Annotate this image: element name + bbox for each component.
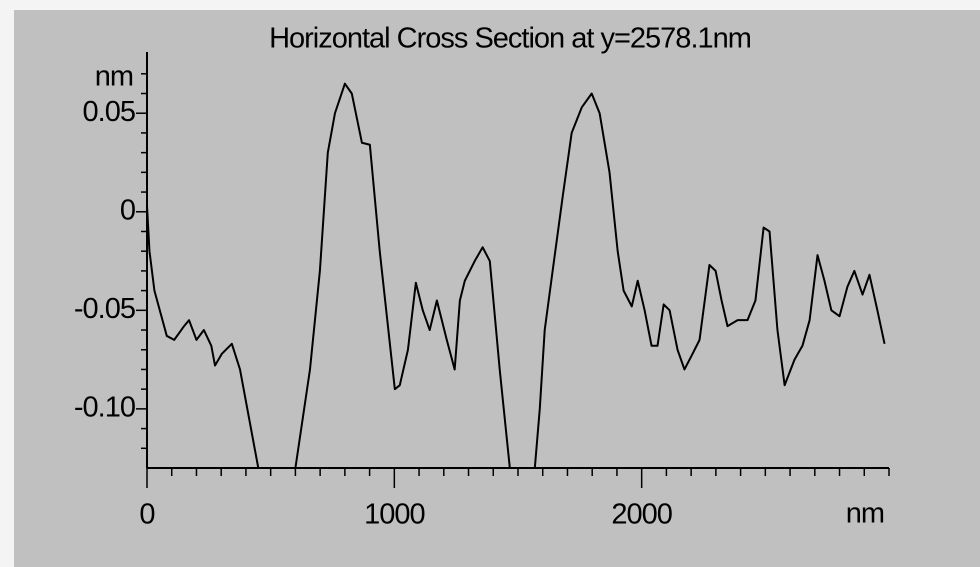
x-tick-label: 2000 xyxy=(611,499,672,531)
profile-line xyxy=(147,82,886,468)
x-tick-label: 1000 xyxy=(364,499,425,531)
y-axis-label: nm xyxy=(95,61,133,93)
chart-title: Horizontal Cross Section at y=2578.1nm xyxy=(269,23,751,55)
y-tick-label: 0 xyxy=(120,194,135,226)
x-axis-label: nm xyxy=(846,498,884,530)
y-tick-label: 0.05 xyxy=(83,96,135,128)
y-tick-label: -0.10 xyxy=(74,392,135,424)
x-tick-label: 0 xyxy=(139,499,154,531)
panel-background xyxy=(14,10,980,567)
y-tick-label: -0.05 xyxy=(74,293,135,325)
plot-area xyxy=(147,82,886,468)
